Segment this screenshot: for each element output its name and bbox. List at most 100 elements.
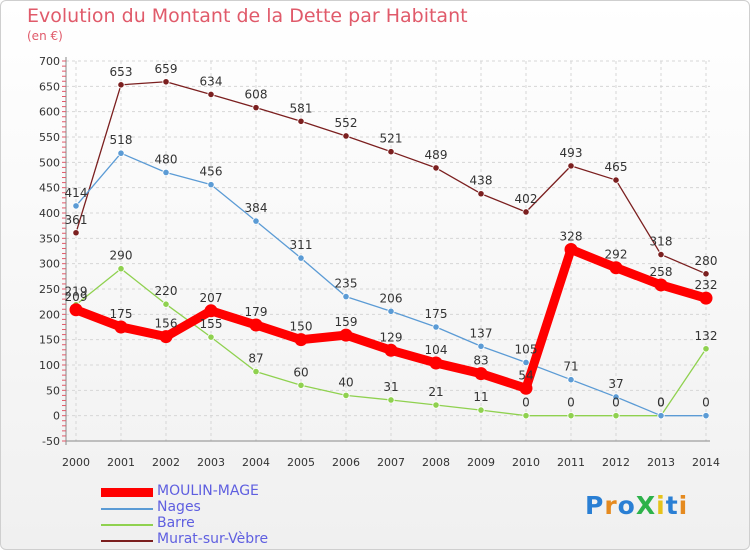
y-tick-label: 500: [39, 156, 60, 169]
data-label-moulin-mage: 156: [155, 317, 178, 331]
data-point-nages: [702, 412, 710, 420]
x-tick-label: 2007: [377, 456, 405, 469]
data-point-nages: [72, 202, 80, 210]
data-point-nages: [117, 149, 125, 157]
x-tick-label: 2009: [467, 456, 495, 469]
data-point-moulin-mage: [384, 343, 398, 357]
legend-label-nages: Nages: [157, 499, 201, 515]
data-label-nages: 311: [290, 238, 313, 252]
logo-letter: r: [604, 491, 618, 520]
data-label-moulin-mage: 129: [380, 330, 403, 344]
logo-letter: X: [635, 491, 657, 520]
chart-subtitle: (en €): [27, 29, 63, 43]
data-point-nages: [567, 376, 575, 384]
data-label-nages: 414: [65, 186, 88, 200]
data-label-moulin-mage: 159: [335, 315, 358, 329]
data-point-barre: [117, 265, 125, 273]
data-point-barre: [387, 396, 395, 404]
data-label-murat-sur-vebre: 280: [695, 254, 718, 268]
data-label-barre: 155: [200, 317, 223, 331]
data-point-barre: [522, 412, 530, 420]
data-point-moulin-mage: [69, 303, 83, 317]
y-tick-label: -50: [42, 435, 60, 448]
y-tick-label: 650: [39, 80, 60, 93]
x-tick-label: 2000: [62, 456, 90, 469]
data-label-murat-sur-vebre: 653: [110, 65, 133, 79]
data-point-barre: [252, 367, 260, 376]
data-point-barre: [432, 401, 440, 409]
data-point-nages: [297, 254, 305, 262]
data-label-barre: 60: [293, 365, 308, 379]
legend-swatch-barre: [101, 524, 153, 526]
y-tick-label: 200: [39, 308, 60, 321]
data-point-barre: [567, 412, 575, 420]
data-label-barre: 0: [522, 396, 530, 410]
data-point-moulin-mage: [699, 291, 713, 305]
data-label-barre: 21: [428, 385, 443, 399]
data-label-barre: 0: [567, 396, 575, 410]
data-label-barre: 290: [110, 249, 133, 263]
x-tick-label: 2013: [647, 456, 675, 469]
data-label-moulin-mage: 258: [650, 265, 673, 279]
logo-letter: o: [617, 491, 636, 520]
data-label-moulin-mage: 179: [245, 305, 268, 319]
data-point-murat-sur-vebre: [387, 148, 395, 156]
data-label-barre: 11: [473, 390, 488, 404]
data-point-moulin-mage: [609, 261, 623, 275]
data-label-nages: 0: [702, 396, 710, 410]
logo-letter: i: [656, 491, 666, 520]
data-point-barre: [612, 412, 620, 420]
data-label-barre: 31: [383, 380, 398, 394]
data-label-moulin-mage: 83: [473, 354, 488, 368]
y-tick-label: 250: [39, 283, 60, 296]
data-label-murat-sur-vebre: 552: [335, 116, 358, 130]
chart-title: Evolution du Montant de la Dette par Hab…: [27, 5, 468, 27]
data-point-nages: [657, 412, 665, 420]
data-label-nages: 518: [110, 133, 133, 147]
data-label-murat-sur-vebre: 634: [200, 74, 223, 88]
data-label-barre: 0: [612, 396, 620, 410]
x-tick-label: 2012: [602, 456, 630, 469]
data-point-moulin-mage: [474, 367, 488, 381]
data-label-nages: 71: [563, 360, 578, 374]
data-label-nages: 384: [245, 201, 268, 215]
data-point-nages: [477, 342, 485, 350]
logo-letter: t: [665, 491, 679, 520]
data-point-murat-sur-vebre: [162, 78, 170, 86]
data-point-murat-sur-vebre: [207, 90, 215, 99]
data-point-murat-sur-vebre: [567, 162, 575, 170]
data-point-moulin-mage: [519, 381, 533, 395]
data-point-moulin-mage: [204, 304, 218, 318]
data-label-nages: 137: [470, 326, 493, 340]
data-label-barre: 40: [338, 375, 353, 389]
legend-swatch-murat-sur-vebre: [101, 540, 153, 542]
data-point-murat-sur-vebre: [252, 104, 260, 112]
data-label-barre: 219: [65, 285, 88, 299]
data-point-barre: [702, 345, 710, 353]
data-point-nages: [207, 181, 215, 189]
data-label-moulin-mage: 232: [695, 278, 718, 292]
data-label-moulin-mage: 207: [200, 291, 223, 305]
data-label-nages: 206: [380, 291, 403, 305]
data-point-murat-sur-vebre: [432, 164, 440, 172]
x-tick-label: 2011: [557, 456, 585, 469]
data-label-murat-sur-vebre: 489: [425, 148, 448, 162]
data-label-barre: 220: [155, 284, 178, 298]
data-label-moulin-mage: 150: [290, 320, 313, 334]
data-label-moulin-mage: 54: [518, 368, 533, 382]
data-point-nages: [162, 168, 170, 177]
data-label-nages: 0: [657, 396, 665, 410]
data-point-barre: [342, 391, 350, 399]
data-label-moulin-mage: 209: [65, 290, 88, 304]
x-tick-label: 2008: [422, 456, 450, 469]
data-point-murat-sur-vebre: [612, 176, 620, 184]
x-tick-label: 2003: [197, 456, 225, 469]
y-tick-label: 700: [39, 55, 60, 68]
data-point-barre: [297, 381, 305, 389]
y-tick-label: 400: [39, 207, 60, 220]
data-point-nages: [252, 217, 260, 225]
data-point-moulin-mage: [294, 333, 308, 347]
data-label-barre: 87: [248, 352, 263, 366]
data-label-barre: 0: [657, 396, 665, 410]
